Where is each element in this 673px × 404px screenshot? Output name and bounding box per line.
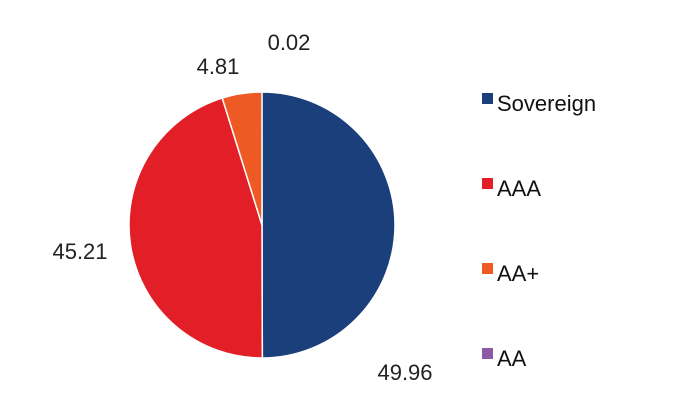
data-label: 0.02 bbox=[268, 30, 311, 55]
data-label: 45.21 bbox=[52, 239, 107, 264]
pie-slice-sovereign bbox=[261, 91, 396, 359]
legend-swatch bbox=[482, 263, 493, 274]
legend-label: AAA bbox=[497, 176, 541, 201]
pie-slice-aaplus bbox=[221, 91, 263, 226]
legend-label: Sovereign bbox=[497, 91, 596, 116]
legend-swatch bbox=[482, 348, 493, 359]
legend-label: AA bbox=[497, 346, 527, 371]
data-label: 49.96 bbox=[377, 360, 432, 385]
pie-slices bbox=[128, 91, 396, 359]
legend-swatch bbox=[482, 178, 493, 189]
pie-data-labels: 49.96 45.21 4.81 0.02 bbox=[52, 30, 432, 385]
legend: Sovereign AAA AA+ AA bbox=[482, 91, 596, 371]
legend-swatch bbox=[482, 93, 493, 104]
legend-label: AA+ bbox=[497, 261, 539, 286]
data-label: 4.81 bbox=[197, 54, 240, 79]
pie-slice-aaa bbox=[128, 97, 264, 359]
